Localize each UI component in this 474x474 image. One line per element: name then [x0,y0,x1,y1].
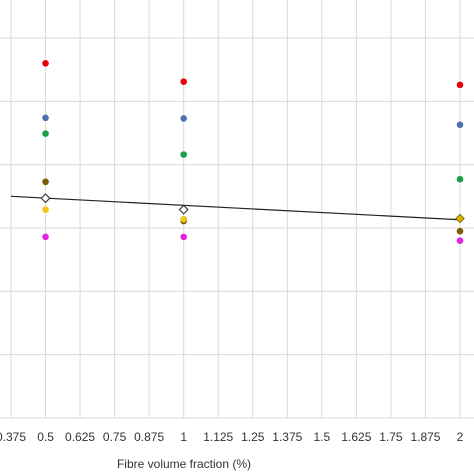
grid-layer [0,0,474,419]
trendline [10,195,461,221]
data-point [180,78,187,85]
x-tick-labels: 0.375 0.5 0.625 0.75 0.875 1 1.125 1.25 1.375 1.5… [0,430,464,444]
data-point [456,237,464,244]
x-tick-label: 1.125 [203,430,233,444]
x-tick-label: 1.625 [341,430,371,444]
x-tick-label: 0.5 [37,430,54,444]
data-point [42,206,49,213]
data-point [180,115,187,122]
data-point [180,215,187,223]
x-tick-label: 0.75 [103,430,127,444]
data-point [456,227,464,235]
x-tick-label: 1.75 [379,430,403,444]
data-point [180,233,187,241]
x-tick-label: 1.25 [241,430,265,444]
x-tick-label: 0.375 [0,430,26,444]
data-point [456,121,464,129]
x-tick-label: 0.625 [65,430,95,444]
points-layer [40,60,465,244]
x-tick-label: 0.875 [134,430,164,444]
data-point [42,114,49,122]
data-point [42,60,49,67]
trendline-layer [10,195,461,221]
data-point-diamond [178,204,189,215]
x-tick-label: 1.375 [272,430,302,444]
data-point [42,130,49,137]
data-point-diamond [455,213,465,224]
x-tick-label: 1 [180,430,187,444]
x-tick-label: 2 [457,430,464,444]
data-point [456,81,464,89]
x-axis-title: Fibre volume fraction (%) [117,457,251,471]
data-point [180,151,187,158]
data-point [456,175,464,183]
data-point [42,178,49,186]
data-point-diamond [40,193,51,204]
x-tick-label: 1.5 [314,430,331,444]
x-tick-label: 1.875 [410,430,440,444]
data-point [42,233,49,241]
